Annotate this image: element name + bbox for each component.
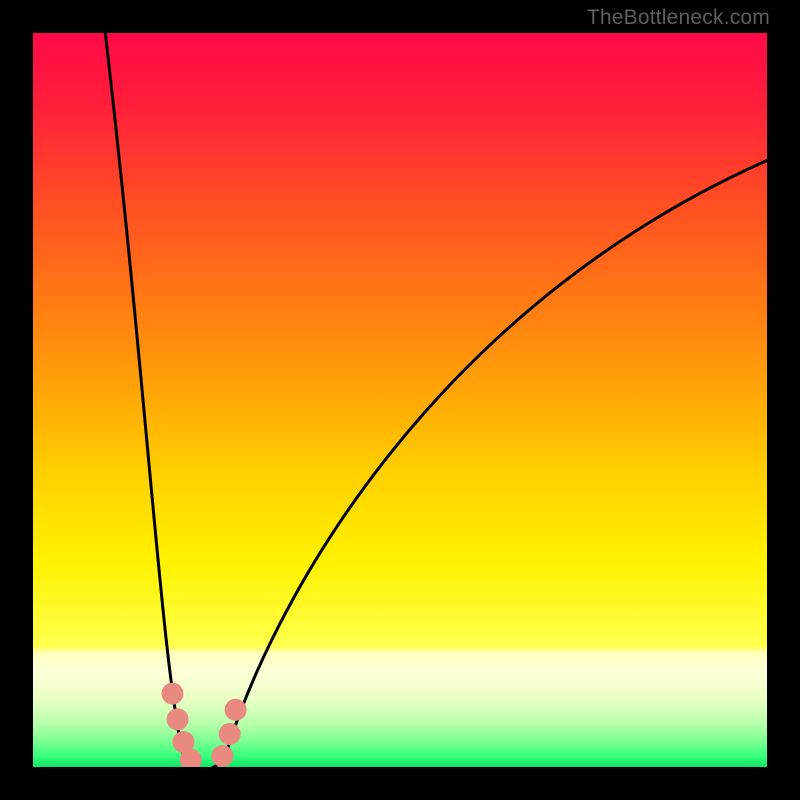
marker-dot — [225, 699, 247, 721]
stage: TheBottleneck.com — [0, 0, 800, 800]
marker-dot — [161, 683, 183, 705]
marker-dot — [180, 749, 202, 771]
marker-dot — [167, 708, 189, 730]
marker-dot — [211, 745, 233, 767]
watermark-text: TheBottleneck.com — [587, 6, 770, 30]
marker-dot — [219, 723, 241, 745]
chart-svg — [0, 0, 800, 800]
